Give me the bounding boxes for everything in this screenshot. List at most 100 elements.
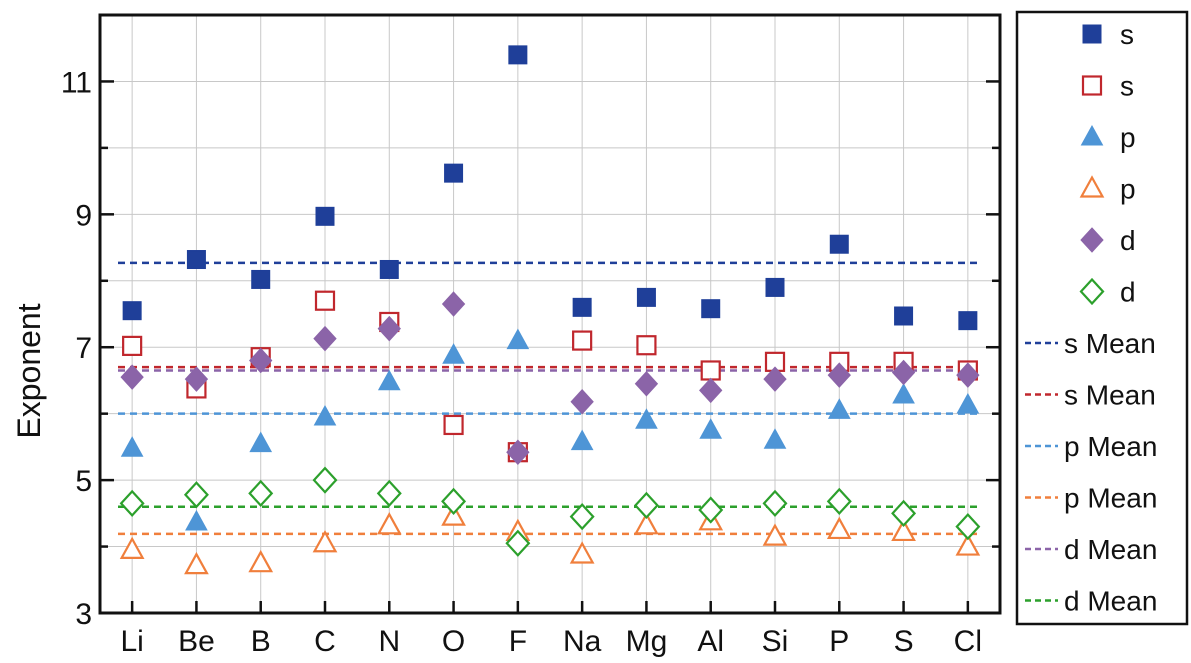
data-point [955,512,981,541]
data-point [377,315,401,342]
legend-label: s [1120,71,1134,102]
x-tick-labels: Li Be B C N O F Na Mg Al Si P S Cl [120,625,982,658]
data-point [956,392,980,414]
data-point [762,523,788,546]
x-tick-label: Be [178,625,215,658]
data-point [444,163,464,183]
data-point [251,269,271,289]
legend-label: d Mean [1064,586,1157,617]
data-point [698,496,724,524]
data-point [441,503,466,526]
data-point [570,388,594,415]
data-point [634,371,659,397]
data-point [570,429,594,451]
data-point [248,479,274,508]
data-point [827,362,851,388]
data-point [827,398,851,419]
x-tick-label: O [442,625,465,658]
y-tick-labels: 3 5 7 9 11 [61,66,92,631]
data-point [248,549,274,573]
legend-marker [1079,175,1105,198]
legend-label: p Mean [1064,431,1157,462]
data-point [122,301,142,321]
data-point [569,541,595,564]
x-tick-label: C [314,625,336,658]
x-tick-label: B [251,625,271,658]
legend-marker [1079,277,1105,306]
data-point [826,487,852,516]
data-point [505,529,531,557]
data-point [633,491,659,519]
data-point [634,512,659,535]
data-point [572,330,593,351]
data-point [892,383,915,404]
data-point [119,489,145,517]
y-tick-label: 5 [75,465,92,498]
y-tick-label: 9 [75,199,92,232]
legend-marker [1080,124,1104,146]
data-point [891,499,917,527]
data-point [312,466,338,494]
data-point [184,551,209,575]
y-tick-label: 11 [61,66,92,99]
legend-label: s Mean [1064,380,1156,411]
mean-lines [118,261,982,536]
data-point [313,325,337,352]
x-tick-label: P [829,625,849,658]
legend-label: s Mean [1064,328,1156,359]
legend-marker [1080,227,1104,253]
data-point [699,377,723,404]
x-tick-label: Li [120,625,143,658]
y-tick-label: 3 [75,598,92,631]
data-point [826,516,852,540]
y-axis-label: Exponent [11,303,47,438]
legend-label: d [1120,277,1136,308]
data-point [956,362,980,388]
data-point [376,512,402,535]
data-point [636,335,657,356]
x-tick-label: S [894,625,914,658]
data-point [313,404,337,426]
data-point [699,418,723,439]
x-tick-label: Si [762,625,789,658]
data-point [185,509,208,531]
grid [100,15,1000,613]
x-tick-label: Mg [626,625,668,658]
data-point [312,529,338,553]
x-tick-label: Na [563,625,602,658]
legend-marker [1082,24,1102,44]
data-point [119,536,145,559]
data-point [120,436,144,457]
data-point [122,335,143,356]
x-tick-label: F [509,625,527,658]
data-point [958,311,978,331]
data-point [508,45,528,65]
data-point [763,428,787,449]
data-point [376,479,402,508]
legend-label: p [1120,122,1136,153]
data-point [572,297,592,317]
data-point [249,431,273,453]
plot-frame [98,13,1002,615]
data-point [762,489,788,517]
data-point [635,408,658,429]
data-point [506,328,530,350]
x-tick-label: Al [697,625,724,658]
data-point [443,414,464,436]
data-point [184,366,209,392]
data-point [894,306,914,326]
data-point [441,291,466,317]
data-point [765,277,785,297]
data-point [636,287,656,307]
data-point [701,299,721,319]
data-point [506,439,530,465]
data-point [891,518,916,542]
legend-label: p [1120,174,1136,205]
data-point [120,364,144,390]
legend-label: s [1120,19,1134,50]
data-point [379,259,399,279]
data-point [183,481,209,509]
axis-ticks [100,80,1000,613]
